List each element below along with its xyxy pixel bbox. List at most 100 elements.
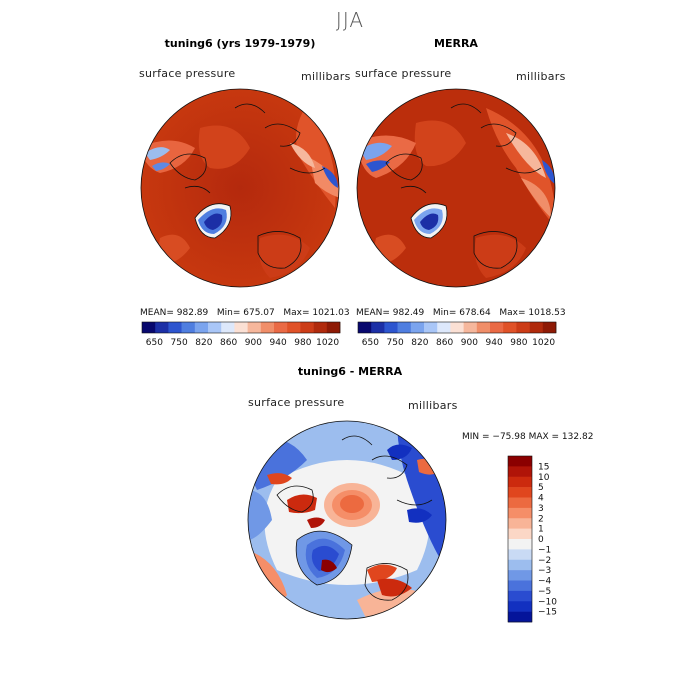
colorbar-2-swatch-14 bbox=[542, 322, 557, 333]
colorbar-1-swatch-5 bbox=[208, 322, 222, 333]
coastline-1 bbox=[169, 103, 326, 269]
colorbar-2-tick-label: 750 bbox=[387, 338, 404, 348]
panel-2-stats: MEAN= 982.49 Min= 678.64 Max= 1018.53 bbox=[356, 308, 566, 318]
panel-1-min-label: Min= bbox=[216, 308, 241, 318]
colorbar-diff-tick-label: −4 bbox=[538, 577, 552, 587]
panel-1-units-label: millibars bbox=[301, 70, 351, 83]
panel-1-min-value: 675.07 bbox=[243, 308, 275, 318]
colorbar-diff-tick-label: −2 bbox=[538, 556, 551, 566]
colorbar-diff-tick-label: −5 bbox=[538, 587, 551, 597]
colorbar-2-swatch-2 bbox=[384, 322, 398, 333]
colorbar-2-tick-label: 650 bbox=[362, 338, 379, 348]
colorbar-1-swatch-2 bbox=[168, 322, 182, 333]
colorbar-2-swatch-8 bbox=[463, 322, 478, 333]
colorbar-2-swatch-10 bbox=[490, 322, 504, 333]
colorbar-1-tick-label: 650 bbox=[146, 338, 163, 348]
colorbar-2-frame bbox=[357, 321, 557, 334]
colorbar-1-tick-label: 820 bbox=[195, 338, 212, 348]
colorbar-1-swatch-13 bbox=[313, 322, 328, 333]
colorbar-1-swatch-6 bbox=[221, 322, 235, 333]
colorbar-1-swatch-0 bbox=[142, 322, 156, 333]
colorbar-2-swatch-11 bbox=[503, 322, 517, 333]
panel-1-max-label: Max= bbox=[283, 308, 310, 318]
panel-2-max-value: 1018.53 bbox=[528, 308, 566, 318]
colorbar-1-swatch-14 bbox=[326, 322, 341, 333]
colorbar-2-tick-label: 820 bbox=[411, 338, 428, 348]
diff-units-label: millibars bbox=[408, 399, 458, 412]
panel-2-min-label: Min= bbox=[432, 308, 457, 318]
colorbar-2-tick-label: 1020 bbox=[532, 338, 555, 348]
colorbar-diff-swatch-2 bbox=[508, 476, 532, 488]
colorbar-2-swatch-6 bbox=[437, 322, 451, 333]
colorbar-diff-tick-label: 15 bbox=[538, 462, 549, 472]
colorbar-panel-2: 650 750 820 860 900 940 980 1020 bbox=[357, 321, 557, 348]
colorbar-diff-swatch-10 bbox=[508, 559, 532, 571]
colorbar-diff-swatch-11 bbox=[508, 570, 532, 581]
panel-2-mean-value: 982.49 bbox=[392, 308, 425, 318]
colorbar-1-swatch-12 bbox=[300, 322, 314, 333]
colorbar-1-swatch-4 bbox=[194, 322, 209, 333]
colorbar-2-tick-label: 860 bbox=[436, 338, 453, 348]
panel-2-mean-label: MEAN= bbox=[356, 308, 390, 318]
colorbar-2-swatch-12 bbox=[516, 322, 530, 333]
colorbar-diff-tick-label: 5 bbox=[538, 483, 544, 493]
panel-2-variable-label: surface pressure bbox=[355, 67, 452, 80]
colorbar-1-swatch-1 bbox=[155, 322, 169, 333]
diff-minmax: MIN = −75.98 MAX = 132.82 bbox=[462, 432, 594, 442]
colorbar-diff-swatch-7 bbox=[508, 528, 532, 540]
panel-2-units-label: millibars bbox=[516, 70, 566, 83]
panel-1-mean-value: 982.89 bbox=[176, 308, 209, 318]
colorbar-2-swatch-1 bbox=[371, 322, 385, 333]
colorbar-diff-swatch-12 bbox=[508, 580, 532, 592]
colorbar-1-tick-label: 940 bbox=[270, 338, 287, 348]
colorbar-diff-tick-label: −3 bbox=[538, 566, 551, 576]
colorbar-1-frame bbox=[141, 321, 341, 334]
panel-1-stats: MEAN= 982.89 Min= 675.07 Max= 1021.03 bbox=[140, 308, 350, 318]
colorbar-diff-tick-label: −10 bbox=[538, 597, 557, 607]
colorbar-2-tick-label: 980 bbox=[510, 338, 527, 348]
colorbar-2-tick-label: 900 bbox=[461, 338, 478, 348]
colorbar-diff-tick-label: 4 bbox=[538, 494, 544, 504]
colorbar-diff-tick-label: 2 bbox=[538, 514, 544, 524]
colorbar-1-tick-label: 1020 bbox=[316, 338, 339, 348]
colorbar-diff-swatch-9 bbox=[508, 549, 532, 561]
colorbar-diff-swatch-14 bbox=[508, 601, 532, 612]
colorbar-1-swatch-11 bbox=[287, 322, 301, 333]
panel-2-max-label: Max= bbox=[499, 308, 526, 318]
map-diff bbox=[247, 420, 447, 620]
colorbar-2-swatch-9 bbox=[476, 322, 491, 333]
colorbar-2-tick-label: 940 bbox=[486, 338, 503, 348]
colorbar-1-tick-label: 980 bbox=[294, 338, 311, 348]
colorbar-diff-swatch-3 bbox=[508, 487, 532, 498]
colorbar-diff-tick-label: 10 bbox=[538, 473, 550, 483]
colorbar-2-swatch-4 bbox=[410, 322, 425, 333]
coastline-2 bbox=[385, 103, 542, 269]
colorbar-2-swatch-13 bbox=[529, 322, 544, 333]
colorbar-diff-swatch-15 bbox=[508, 611, 532, 623]
colorbar-diff-tick-label: −15 bbox=[538, 608, 557, 618]
colorbar-2-swatch-3 bbox=[397, 322, 412, 333]
panel-1-variable-label: surface pressure bbox=[139, 67, 236, 80]
colorbar-diff-tick-label: −1 bbox=[538, 545, 551, 555]
greenland-field bbox=[204, 213, 223, 230]
map-panel-1 bbox=[140, 88, 340, 288]
colorbar-diff-swatch-6 bbox=[508, 518, 532, 529]
colorbar-diff-frame bbox=[507, 455, 533, 623]
panel-2-title: MERRA bbox=[434, 37, 478, 50]
colorbar-diff-swatch-4 bbox=[508, 497, 532, 509]
colorbar-1-swatch-8 bbox=[247, 322, 262, 333]
coastline-diff bbox=[276, 435, 433, 601]
colorbar-diff-swatch-5 bbox=[508, 507, 532, 519]
colorbar-2-swatch-5 bbox=[424, 322, 438, 333]
greenland-field bbox=[420, 213, 439, 230]
colorbar-diff-swatch-13 bbox=[508, 590, 532, 602]
colorbar-2-swatch-7 bbox=[450, 322, 464, 333]
diff-variable-label: surface pressure bbox=[248, 396, 345, 409]
panel-2-min-value: 678.64 bbox=[459, 308, 491, 318]
colorbar-diff-swatch-8 bbox=[508, 539, 532, 550]
colorbar-1-tick-label: 900 bbox=[245, 338, 262, 348]
map-panel-2 bbox=[356, 88, 556, 288]
colorbar-diff-tick-label: 1 bbox=[538, 525, 544, 535]
colorbar-1-swatch-10 bbox=[274, 322, 288, 333]
